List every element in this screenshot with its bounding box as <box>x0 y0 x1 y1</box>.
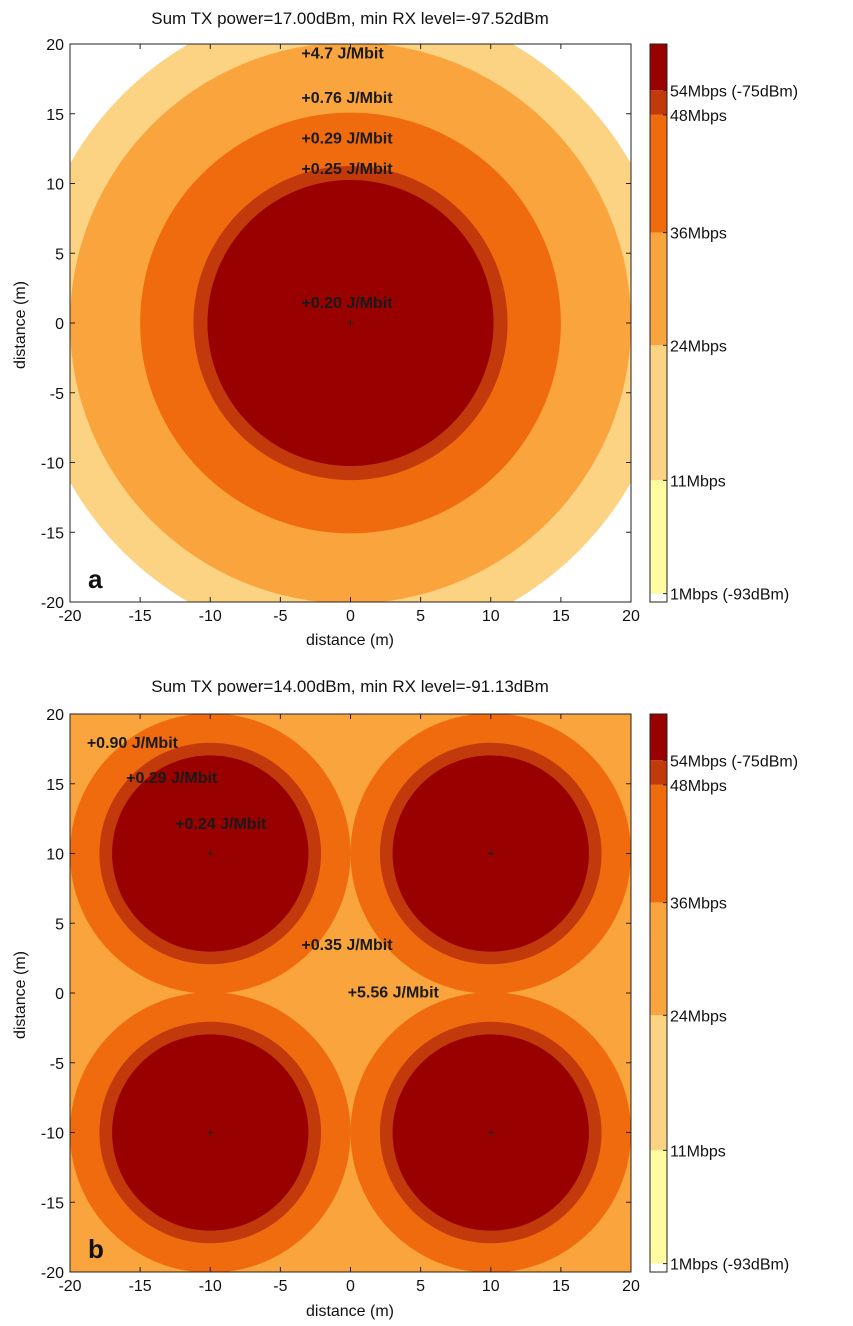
x-tick-label: -15 <box>129 608 152 625</box>
y-tick-label: -15 <box>41 1195 64 1212</box>
y-tick-label: 5 <box>55 246 64 263</box>
colorbar-segment-4 <box>650 902 667 1016</box>
colorbar-segment-3 <box>650 784 667 903</box>
colorbar-label: 54Mbps (-75dBm) <box>670 753 798 770</box>
x-tick-label: 5 <box>416 608 425 625</box>
energy-annotation: +0.29 J/Mbit <box>301 130 393 147</box>
x-tick-label: 5 <box>416 1278 425 1295</box>
panel-b-title: Sum TX power=14.00dBm, min RX level=-91.… <box>151 677 549 696</box>
y-tick-label: 10 <box>46 177 64 194</box>
colorbar-label: 36Mbps <box>670 226 727 243</box>
panel-b-x-axis-label: distance (m) <box>306 1303 394 1320</box>
x-tick-label: 10 <box>482 1278 500 1295</box>
x-tick-label: -20 <box>58 1278 81 1295</box>
access-point-marker-4 <box>487 1129 494 1136</box>
x-tick-label: 20 <box>622 1278 640 1295</box>
colorbar-segment-1 <box>650 44 667 91</box>
energy-annotation: +0.29 J/Mbit <box>126 770 218 787</box>
colorbar-segment-1 <box>650 714 667 761</box>
y-tick-label: 0 <box>55 316 64 333</box>
panel-b-colorbar: 54Mbps (-75dBm) 48Mbps 36Mbps 24Mbps 11Mbps 1… <box>649 713 798 1274</box>
colorbar-label: 11Mbps <box>670 473 726 490</box>
colorbar-segment-2 <box>650 760 667 785</box>
energy-annotation: +0.76 J/Mbit <box>301 90 393 107</box>
x-tick-label: 0 <box>346 608 355 625</box>
panel-b: Sum TX power=14.00dBm, min RX level=-91.… <box>12 677 798 1320</box>
colorbar-segment-7 <box>650 593 667 602</box>
panel-b-coverage-field <box>70 714 631 1272</box>
x-tick-label: 10 <box>482 608 500 625</box>
energy-annotation: +0.20 J/Mbit <box>301 295 393 312</box>
y-tick-label: -10 <box>41 1126 64 1143</box>
colorbar-segment-6 <box>650 480 667 594</box>
colorbar-frame <box>649 43 668 603</box>
x-tick-label: -5 <box>273 1278 287 1295</box>
panel-a: Sum TX power=17.00dBm, min RX level=-97.… <box>12 9 798 649</box>
y-tick-label: 20 <box>46 37 64 54</box>
colorbar-segment-5 <box>650 1015 667 1151</box>
y-tick-label: 15 <box>46 777 64 794</box>
x-tick-label: -10 <box>199 608 222 625</box>
x-tick-label: 15 <box>552 608 570 625</box>
energy-annotation: +4.7 J/Mbit <box>301 45 384 62</box>
colorbar-label: 48Mbps <box>670 108 727 125</box>
energy-annotation: +0.24 J/Mbit <box>175 816 267 833</box>
access-point-marker-2 <box>487 850 494 857</box>
x-tick-label: 20 <box>622 608 640 625</box>
energy-annotation: +0.90 J/Mbit <box>87 735 179 752</box>
panel-b-y-axis-label: distance (m) <box>12 951 29 1039</box>
colorbar-label: 36Mbps <box>670 896 727 913</box>
y-tick-label: -10 <box>41 456 64 473</box>
x-tick-label: -15 <box>129 1278 152 1295</box>
colorbar-segment-7 <box>650 1263 667 1272</box>
y-tick-label: 20 <box>46 707 64 724</box>
access-point-marker-3 <box>207 1129 214 1136</box>
energy-annotation: +0.25 J/Mbit <box>301 161 393 178</box>
y-tick-label: 5 <box>55 916 64 933</box>
x-tick-label: -5 <box>273 608 287 625</box>
colorbar-segment-3 <box>650 114 667 233</box>
access-point-marker-1 <box>207 850 214 857</box>
colorbar-label: 1Mbps (-93dBm) <box>670 587 789 604</box>
panel-a-plot-area: -20 -15 -10 -5 0 5 10 15 20 20 15 10 5 0 -5 -10 -15 -20 +4… <box>41 37 640 625</box>
colorbar-segment-6 <box>650 1150 667 1264</box>
y-tick-label: -15 <box>41 525 64 542</box>
x-tick-label: 15 <box>552 1278 570 1295</box>
colorbar-label: 54Mbps (-75dBm) <box>670 83 798 100</box>
panel-b-plot-area: -20 -15 -10 -5 0 5 10 15 20 20 15 10 5 0 -5 -10 -15 -20 +0… <box>41 707 640 1295</box>
y-tick-label: 15 <box>46 107 64 124</box>
x-tick-label: -10 <box>199 1278 222 1295</box>
colorbar-segment-5 <box>650 345 667 481</box>
energy-annotation: +5.56 J/Mbit <box>348 985 440 1002</box>
y-tick-label: -20 <box>41 595 64 612</box>
energy-annotation: +0.35 J/Mbit <box>301 937 393 954</box>
colorbar-label: 24Mbps <box>670 1008 727 1025</box>
y-tick-label: -20 <box>41 1265 64 1282</box>
y-tick-label: 10 <box>46 847 64 864</box>
colorbar-label: 48Mbps <box>670 778 727 795</box>
y-tick-label: -5 <box>50 1056 64 1073</box>
access-point-marker-1 <box>347 320 354 326</box>
colorbar-label: 11Mbps <box>670 1143 726 1160</box>
panel-a-letter: a <box>88 564 103 594</box>
colorbar-segment-2 <box>650 90 667 115</box>
colorbar-label: 1Mbps (-93dBm) <box>670 1257 789 1274</box>
y-tick-label: -5 <box>50 386 64 403</box>
panel-a-title: Sum TX power=17.00dBm, min RX level=-97.… <box>151 9 549 28</box>
x-tick-label: -20 <box>58 608 81 625</box>
panel-a-y-axis-label: distance (m) <box>12 281 29 369</box>
panel-a-x-axis-label: distance (m) <box>306 632 394 649</box>
panel-a-colorbar: 54Mbps (-75dBm) 48Mbps 36Mbps 24Mbps 11Mbps 1… <box>649 43 798 604</box>
panel-b-letter: b <box>88 1234 104 1264</box>
x-tick-label: 0 <box>346 1278 355 1295</box>
colorbar-frame <box>649 713 668 1273</box>
colorbar-segment-4 <box>650 232 667 346</box>
y-tick-label: 0 <box>55 986 64 1003</box>
colorbar-label: 24Mbps <box>670 338 727 355</box>
